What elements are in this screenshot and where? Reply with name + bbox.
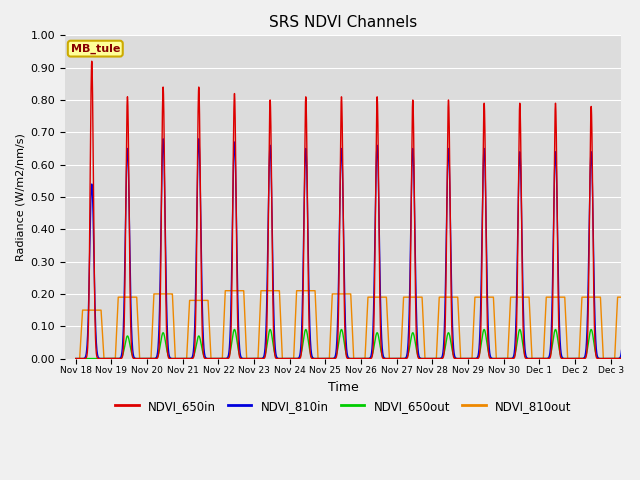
Y-axis label: Radiance (W/m2/nm/s): Radiance (W/m2/nm/s) xyxy=(15,133,25,261)
Title: SRS NDVI Channels: SRS NDVI Channels xyxy=(269,15,417,30)
Text: MB_tule: MB_tule xyxy=(70,44,120,54)
Legend: NDVI_650in, NDVI_810in, NDVI_650out, NDVI_810out: NDVI_650in, NDVI_810in, NDVI_650out, NDV… xyxy=(110,395,576,417)
X-axis label: Time: Time xyxy=(328,381,358,394)
